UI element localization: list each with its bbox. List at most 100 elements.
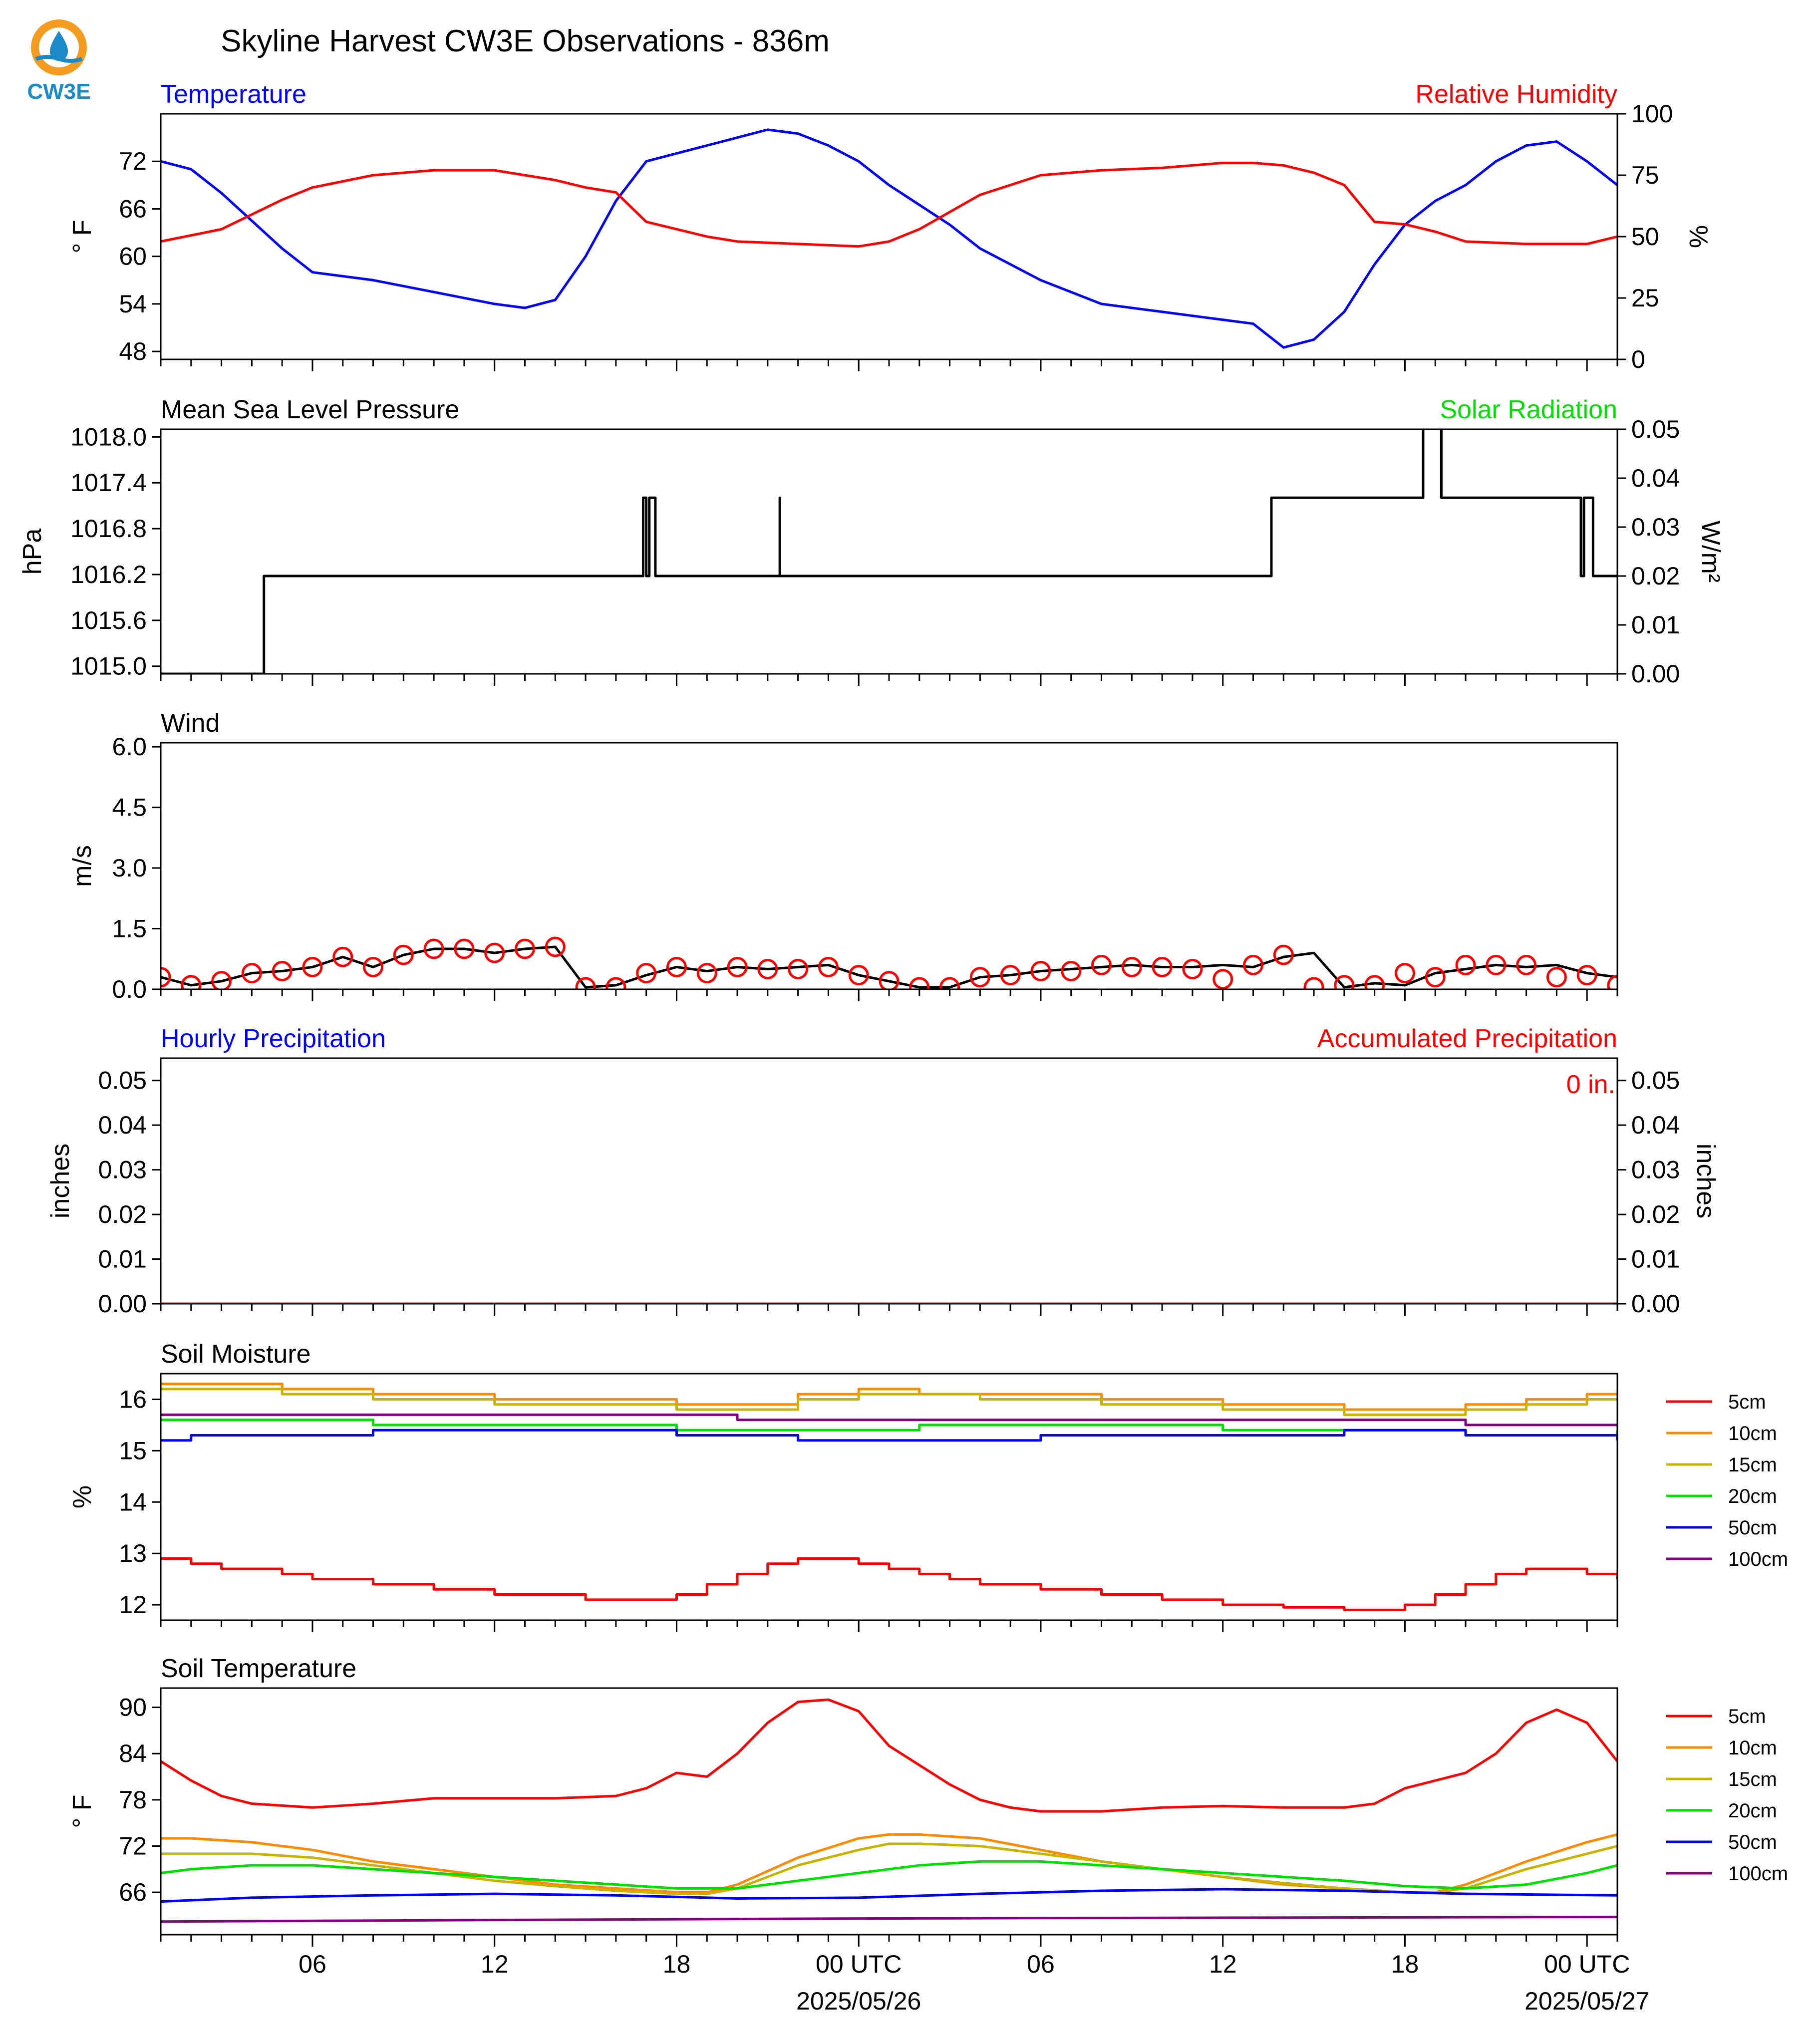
wind-marker — [848, 965, 869, 986]
wind-marker — [1394, 963, 1415, 984]
wind-marker — [1303, 977, 1324, 989]
y-tick-label-left: 0.04 — [98, 1111, 147, 1139]
x-tick-label: 00 UTC — [816, 1950, 902, 1978]
y-tick-label-right: 50 — [1631, 223, 1659, 251]
plot-frame — [160, 1057, 1618, 1305]
series-line-temperature — [161, 128, 1617, 349]
y-tick-label-left: 16 — [119, 1385, 147, 1413]
y-tick-label-left: 90 — [119, 1694, 147, 1722]
wind-marker — [666, 956, 687, 977]
wind-marker — [1455, 954, 1476, 975]
accumulated-total-label: 0 in. — [1566, 1070, 1615, 1099]
wind-marker — [1516, 954, 1537, 975]
y-tick-label-right: 25 — [1631, 284, 1659, 312]
x-tick-label: 12 — [481, 1950, 509, 1978]
wind-marker — [1425, 967, 1446, 988]
wind-marker — [788, 959, 809, 980]
series-line-solar-radiation — [161, 429, 1617, 674]
plot-frame — [160, 113, 1618, 360]
y-tick-label-left: 60 — [119, 243, 147, 271]
y-tick-label-left: 15 — [119, 1437, 147, 1464]
wind-marker — [1243, 954, 1263, 975]
series-line-20cm — [161, 1419, 1617, 1437]
wind-marker — [636, 963, 657, 984]
wind-marker — [1152, 956, 1173, 977]
plot-frame — [160, 742, 1618, 990]
wind-marker — [606, 977, 626, 989]
wind-marker — [423, 938, 444, 959]
y-tick-label-left: 72 — [119, 1832, 147, 1860]
wind-marker — [727, 956, 748, 977]
legend-label: 20cm — [1728, 1485, 1777, 1507]
wind-marker — [575, 977, 596, 989]
series-group — [161, 936, 1617, 989]
wind-marker — [1061, 961, 1082, 982]
legend-label: 50cm — [1728, 1517, 1777, 1539]
wind-marker — [696, 963, 717, 984]
y-tick-label-right: 0.03 — [1631, 1156, 1680, 1184]
chart-title-right: Relative Humidity — [1415, 80, 1617, 109]
series-line-wind-speed — [161, 945, 1617, 989]
x-tick-label: 18 — [1391, 1950, 1419, 1978]
y-tick-label-left: 6.0 — [112, 733, 147, 761]
y-axis-label-left: ° F — [68, 220, 97, 253]
logo-text: CW3E — [27, 79, 90, 104]
chart-soil_moisture: Soil Moisture1213141516%5cm10cm15cm20cm5… — [68, 1340, 1788, 1632]
y-tick-label-left: 78 — [119, 1786, 147, 1814]
legend-label: 100cm — [1728, 1863, 1788, 1885]
y-tick-label-left: 0.02 — [98, 1200, 147, 1228]
y-tick-label-right: 0.04 — [1631, 1111, 1680, 1139]
y-axis-label-left: % — [68, 1485, 97, 1508]
chart-title-left: Wind — [161, 709, 220, 738]
y-tick-label-left: 12 — [119, 1591, 147, 1619]
wind-marker — [1091, 954, 1112, 975]
y-tick-label-left: 72 — [119, 147, 147, 175]
wind-marker — [1546, 967, 1567, 988]
plot-frame — [160, 1687, 1618, 1936]
wind-marker — [1607, 975, 1617, 989]
x-tick-label: 00 UTC — [1544, 1950, 1630, 1978]
wind-marker — [818, 956, 839, 977]
wind-marker — [181, 975, 202, 989]
chart-title-left: Soil Moisture — [161, 1340, 311, 1369]
y-tick-label-right: 0 — [1631, 345, 1645, 373]
y-axis-label-right: % — [1684, 225, 1713, 248]
wind-marker — [161, 967, 171, 988]
wind-marker — [454, 938, 475, 959]
legend-label: 10cm — [1728, 1737, 1777, 1759]
y-tick-label-left: 84 — [119, 1739, 147, 1767]
logo-waves — [35, 55, 83, 63]
series-group — [161, 429, 1617, 674]
y-tick-label-left: 54 — [119, 290, 147, 318]
chart-title-right: Accumulated Precipitation — [1317, 1024, 1617, 1053]
chart-title-left: Temperature — [161, 80, 306, 109]
wind-marker — [1121, 956, 1142, 977]
wind-marker — [1576, 965, 1597, 986]
y-tick-label-left: 1015.0 — [70, 652, 147, 680]
figure-title: Skyline Harvest CW3E Observations - 836m — [221, 24, 830, 58]
wind-marker — [939, 977, 960, 989]
y-tick-label-left: 0.05 — [98, 1067, 147, 1095]
y-tick-label-right: 0.00 — [1631, 660, 1680, 688]
chart-title-right: Solar Radiation — [1440, 395, 1617, 424]
legend: 5cm 10cm 15cm 20cm 50cm 100cm — [1666, 1706, 1788, 1885]
wind-marker — [1030, 961, 1051, 982]
y-tick-label-left: 1018.0 — [70, 423, 147, 451]
chart-title-left: Mean Sea Level Pressure — [161, 395, 459, 424]
chart-title-left: Hourly Precipitation — [161, 1024, 386, 1053]
series-group — [161, 1383, 1617, 1611]
wind-marker — [1364, 975, 1385, 989]
y-tick-label-left: 1017.4 — [70, 469, 147, 497]
wind-marker — [757, 959, 778, 980]
y-tick-label-right: 0.04 — [1631, 464, 1680, 492]
y-tick-label-left: 1016.8 — [70, 515, 147, 543]
x-date-label: 2025/05/27 — [1524, 1987, 1649, 2015]
y-axis-label-left: inches — [46, 1144, 75, 1218]
x-tick-label: 12 — [1209, 1950, 1237, 1978]
series-line-50cm — [161, 1429, 1617, 1442]
y-tick-label-left: 0.03 — [98, 1156, 147, 1184]
legend: 5cm 10cm 15cm 20cm 50cm 100cm — [1666, 1391, 1788, 1570]
wind-marker — [241, 963, 262, 984]
y-tick-label-left: 13 — [119, 1539, 147, 1567]
